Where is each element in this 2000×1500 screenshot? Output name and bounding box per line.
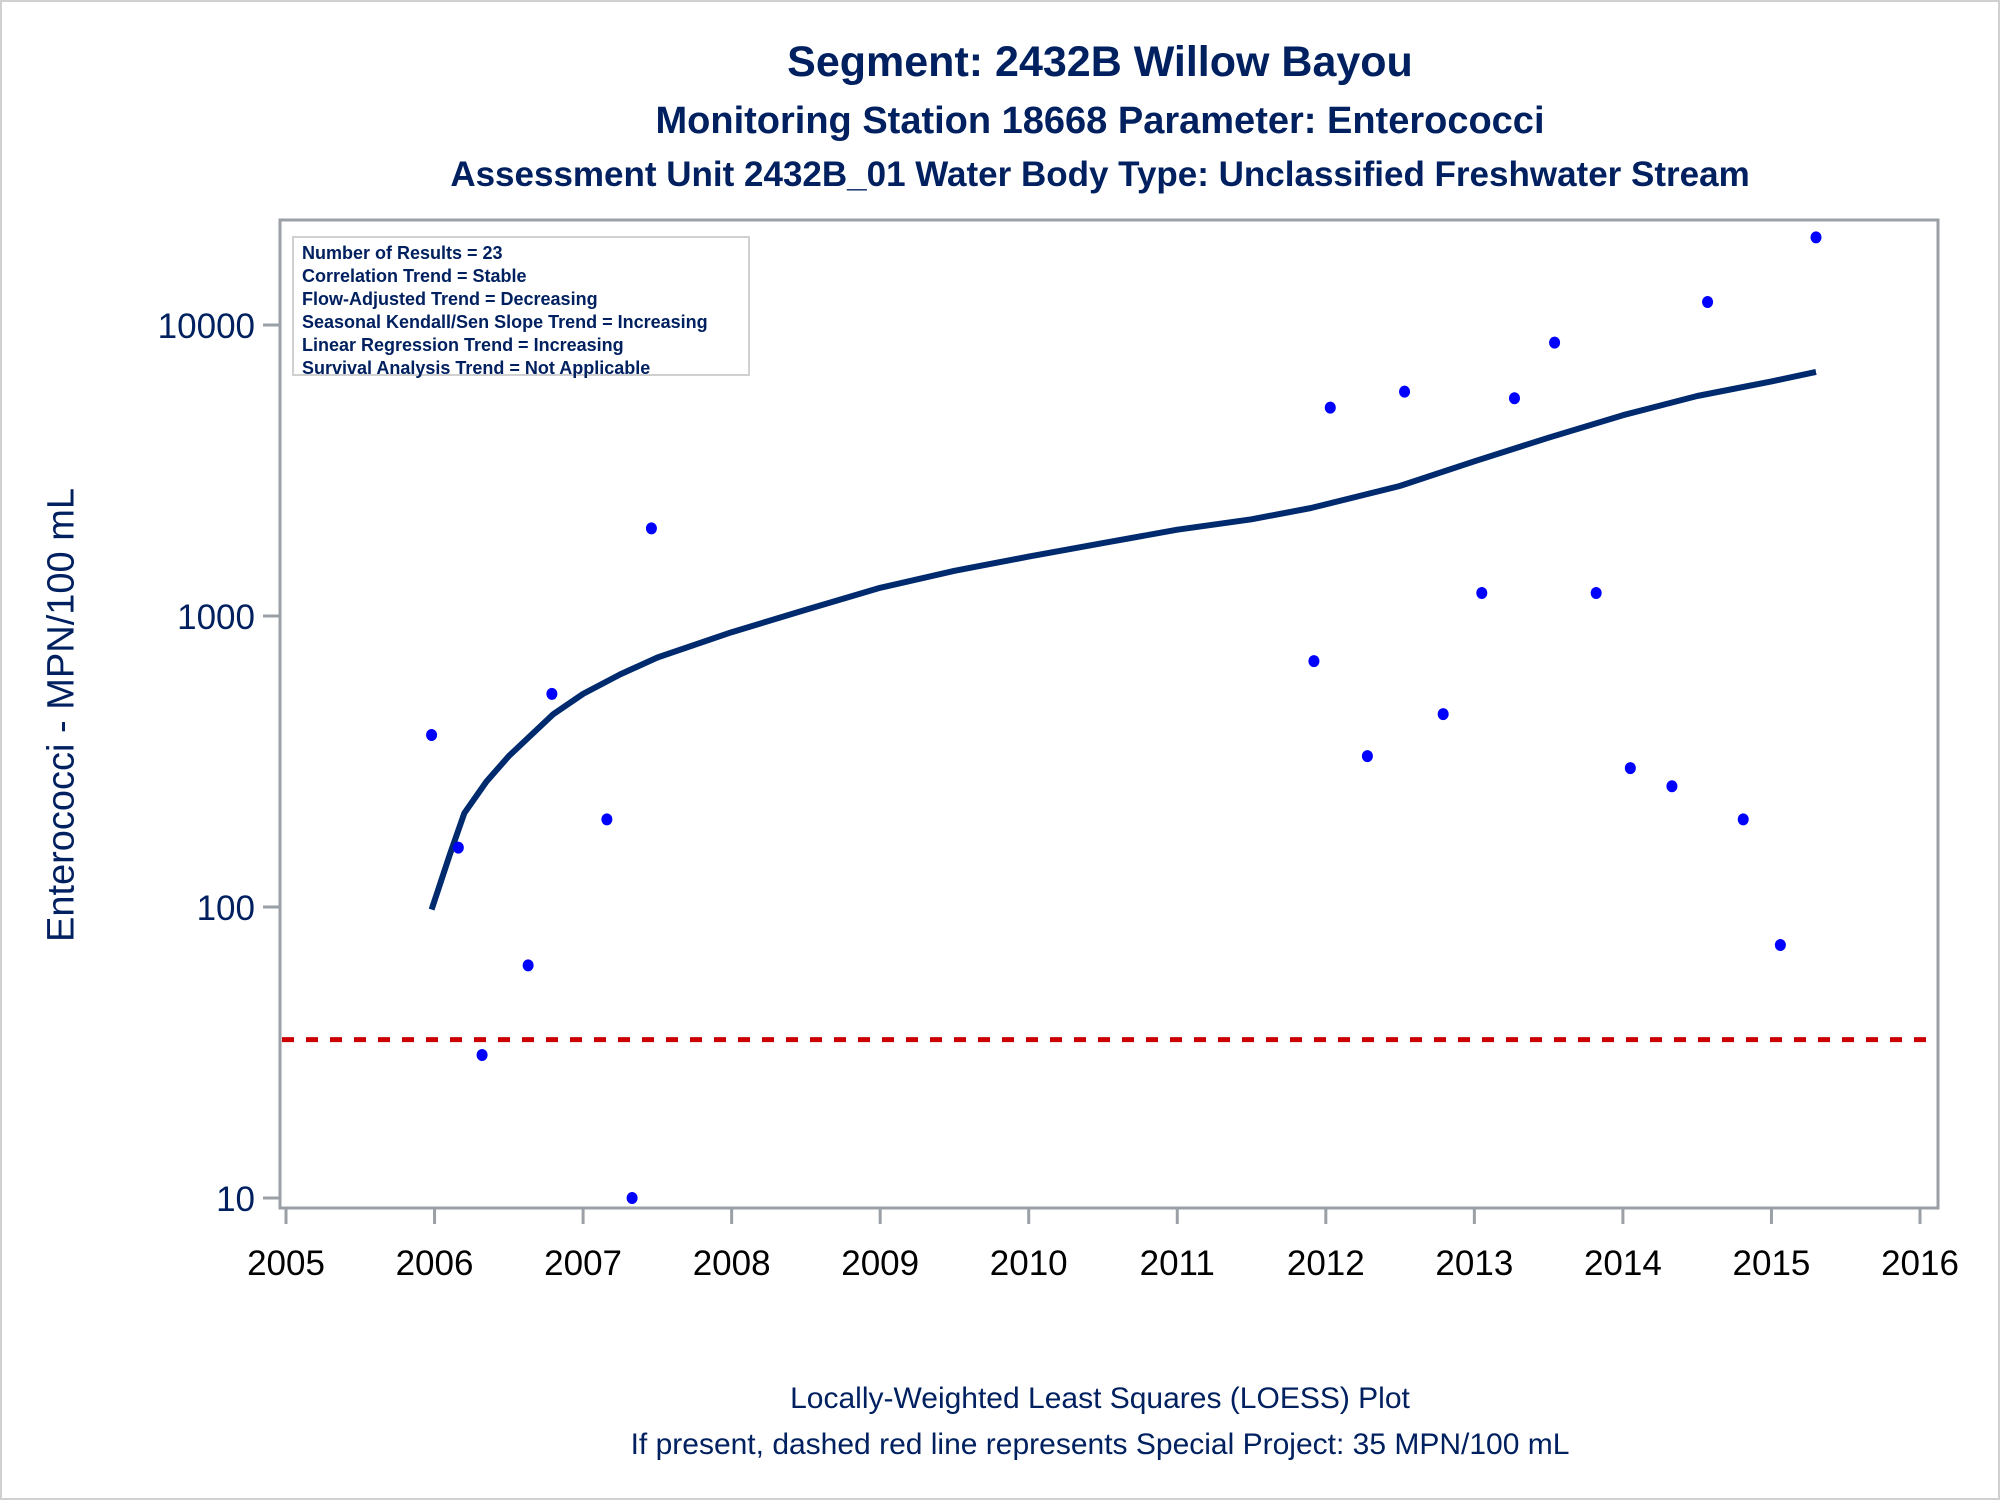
- data-point: [601, 813, 613, 826]
- x-tick-label: 2013: [1435, 1244, 1513, 1283]
- stat-survival-analysis-trend: Survival Analysis Trend = Not Applicable: [302, 358, 651, 378]
- x-axis: 2005 2006 2007 2008 2009 2010 2011 2012 2013 2014…: [247, 1208, 1959, 1283]
- x-tick-label: 2014: [1584, 1244, 1662, 1283]
- data-point: [476, 1049, 488, 1062]
- x-tick-label: 2008: [693, 1244, 771, 1283]
- y-tick-label: 100: [197, 889, 255, 928]
- data-point: [1666, 780, 1678, 793]
- x-tick-label: 2007: [544, 1244, 622, 1283]
- data-point: [522, 959, 534, 972]
- data-point: [1549, 336, 1561, 349]
- data-point: [1399, 385, 1411, 398]
- data-point: [1308, 655, 1320, 668]
- data-point: [1810, 231, 1822, 244]
- plot-area: [278, 218, 1940, 1210]
- points-group: [426, 231, 1822, 1204]
- data-point: [1737, 813, 1749, 826]
- loess-curve: [428, 368, 1817, 911]
- x-tick-label: 2015: [1733, 1244, 1811, 1283]
- stat-seasonal-kendall-trend: Seasonal Kendall/Sen Slope Trend = Incre…: [302, 312, 708, 332]
- data-point: [546, 687, 558, 700]
- data-point: [645, 522, 657, 535]
- x-tick-label: 2016: [1881, 1244, 1959, 1283]
- data-point: [426, 729, 438, 742]
- x-tick-label: 2012: [1287, 1244, 1365, 1283]
- data-point: [1476, 586, 1488, 599]
- stat-number-of-results: Number of Results = 23: [302, 243, 503, 263]
- data-point: [452, 841, 464, 854]
- data-point: [1437, 708, 1449, 721]
- y-axis: 10 100 1000 10000: [158, 307, 280, 1219]
- chart-title: Segment: 2432B Willow Bayou: [787, 38, 1413, 86]
- data-point: [626, 1192, 638, 1204]
- footnote-loess: Locally-Weighted Least Squares (LOESS) P…: [790, 1382, 1410, 1415]
- data-point: [1361, 750, 1373, 763]
- x-tick-label: 2005: [247, 1244, 325, 1283]
- chart-subtitle-station: Monitoring Station 18668 Parameter: Ente…: [655, 100, 1545, 142]
- data-point: [1324, 401, 1336, 414]
- y-tick-label: 10000: [158, 307, 255, 346]
- x-tick-label: 2011: [1140, 1244, 1215, 1283]
- trend-stats-box: Number of Results = 23 Correlation Trend…: [292, 236, 750, 378]
- stat-flow-adjusted-trend: Flow-Adjusted Trend = Decreasing: [302, 289, 598, 309]
- y-tick-label: 1000: [177, 598, 255, 637]
- stat-correlation-trend: Correlation Trend = Stable: [302, 266, 527, 286]
- data-point: [1508, 392, 1520, 405]
- x-tick-label: 2010: [990, 1244, 1068, 1283]
- data-point: [1624, 762, 1636, 775]
- loess-group: [428, 368, 1817, 911]
- data-point: [1774, 939, 1786, 952]
- x-tick-label: 2009: [841, 1244, 919, 1283]
- data-point: [1702, 295, 1714, 308]
- y-tick-label: 10: [216, 1180, 255, 1219]
- chart-subtitle-assessment: Assessment Unit 2432B_01 Water Body Type…: [450, 155, 1750, 194]
- y-axis-label: Enterococci - MPN/100 mL: [40, 487, 83, 943]
- footnote-reference-line: If present, dashed red line represents S…: [630, 1428, 1570, 1461]
- stat-linear-regression-trend: Linear Regression Trend = Increasing: [302, 335, 624, 355]
- data-point: [1590, 586, 1602, 599]
- x-tick-label: 2006: [396, 1244, 474, 1283]
